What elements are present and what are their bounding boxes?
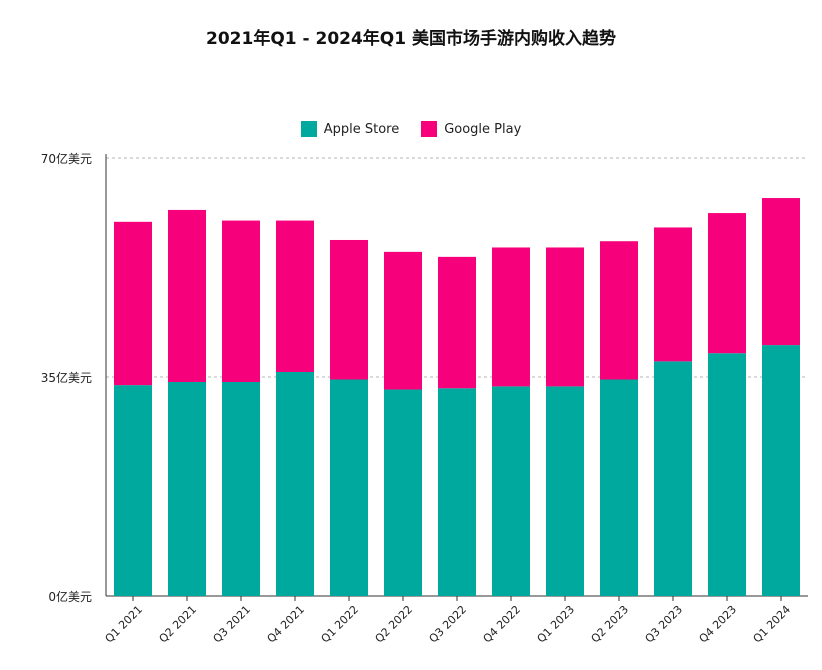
legend: Apple Store Google Play [0, 121, 822, 137]
x-tick-label: Q2 2021 [157, 603, 200, 646]
bar-apple-store [492, 386, 530, 596]
bar-apple-store [438, 388, 476, 596]
bar-google-play [600, 241, 638, 380]
x-tick-label: Q4 2022 [481, 603, 524, 646]
x-tick-label: Q3 2023 [643, 603, 686, 646]
x-tick-label: Q1 2022 [319, 603, 362, 646]
bar-google-play [276, 220, 314, 372]
x-tick-label: Q3 2021 [211, 603, 254, 646]
bar-google-play [492, 247, 530, 387]
bar-apple-store [384, 389, 422, 596]
bar-apple-store [600, 379, 638, 596]
x-tick-label: Q1 2023 [535, 603, 578, 646]
x-tick-label: Q1 2024 [751, 603, 794, 646]
legend-swatch-apple-store [300, 121, 317, 137]
bar-apple-store [762, 345, 800, 596]
x-tick-label: Q4 2023 [697, 603, 740, 646]
bar-apple-store [114, 385, 152, 596]
bar-google-play [384, 251, 422, 390]
y-tick-label: 0亿美元 [48, 589, 92, 604]
legend-swatch-google-play [421, 121, 438, 137]
x-tick-label: Q4 2021 [265, 603, 308, 646]
bar-apple-store [654, 361, 692, 596]
x-tick-label: Q2 2022 [373, 603, 416, 646]
bar-apple-store [222, 382, 260, 596]
bar-apple-store [546, 386, 584, 596]
y-tick-label: 35亿美元 [41, 370, 92, 385]
bar-google-play [438, 256, 476, 389]
bar-apple-store [330, 379, 368, 596]
bar-apple-store [276, 371, 314, 596]
bar-google-play [708, 213, 746, 354]
chart-title: 2021年Q1 - 2024年Q1 美国市场手游内购收入趋势 [206, 29, 616, 49]
bar-google-play [330, 239, 368, 380]
x-tick-label: Q1 2021 [103, 603, 146, 646]
x-tick-label: Q2 2023 [589, 603, 632, 646]
bar-google-play [114, 221, 152, 386]
bar-google-play [222, 220, 260, 383]
legend-label-google-play: Google Play [444, 121, 522, 137]
legend-item-apple-store: Apple Store [300, 121, 400, 137]
bar-apple-store [168, 382, 206, 596]
bar-google-play [168, 209, 206, 383]
legend-item-google-play: Google Play [421, 121, 521, 137]
bar-apple-store [708, 353, 746, 596]
x-tick-label: Q3 2022 [427, 603, 470, 646]
bar-google-play [546, 247, 584, 387]
bar-google-play [654, 227, 692, 362]
y-tick-label: 70亿美元 [41, 151, 92, 166]
bar-google-play [762, 198, 800, 346]
legend-label-apple-store: Apple Store [323, 121, 400, 137]
